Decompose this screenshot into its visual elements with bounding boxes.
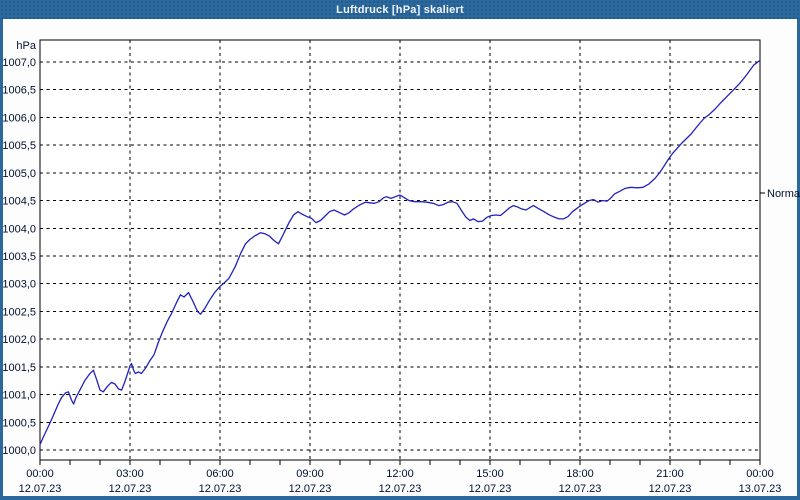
y-axis-tick-label: 1007,0	[2, 57, 36, 69]
x-axis-time-label: 06:00	[206, 468, 234, 480]
x-axis-date-label: 12.07.23	[289, 483, 332, 495]
x-axis-time-label: 00:00	[746, 468, 774, 480]
window-frame-right	[797, 19, 800, 500]
x-axis-time-label: 21:00	[656, 468, 684, 480]
x-axis-time-label: 03:00	[116, 468, 144, 480]
x-axis-date-label: 12.07.23	[559, 483, 602, 495]
y-axis-unit-label: hPa	[16, 40, 36, 52]
y-axis-tick-label: 1001,5	[2, 362, 36, 374]
plot-border	[39, 39, 761, 461]
y-axis-tick-label: 1003,0	[2, 279, 36, 291]
y-axis-tick-label: 1006,0	[2, 112, 36, 124]
x-axis-date-label: 12.07.23	[109, 483, 152, 495]
y-axis-tick-label: 1001,0	[2, 390, 36, 402]
window-frame-left	[0, 19, 3, 500]
x-axis-time-label: 15:00	[476, 468, 504, 480]
y-axis-tick-label: 1005,0	[2, 168, 36, 180]
pressure-series-line	[39, 59, 761, 446]
y-axis-tick-label: 1005,5	[2, 140, 36, 152]
x-axis-time-label: 12:00	[386, 468, 414, 480]
window-title: Luftdruck [hPa] skaliert	[336, 4, 464, 16]
y-axis-tick-label: 1004,5	[2, 196, 36, 208]
y-axis-tick-label: 1000,5	[2, 417, 36, 429]
x-axis-date-label: 12.07.23	[199, 483, 242, 495]
normal-label: Normal	[767, 188, 800, 200]
x-axis-time-label: 09:00	[296, 468, 324, 480]
x-axis-date-label: 12.07.23	[19, 483, 62, 495]
y-axis-tick-label: 1003,5	[2, 251, 36, 263]
y-axis-tick-label: 1002,0	[2, 334, 36, 346]
y-axis-tick-label: 1000,0	[2, 445, 36, 457]
window-frame-bottom	[0, 496, 800, 500]
x-axis-date-label: 12.07.23	[379, 483, 422, 495]
y-axis-tick-label: 1004,0	[2, 223, 36, 235]
x-axis-time-label: 18:00	[566, 468, 594, 480]
x-axis-date-label: 13.07.23	[739, 483, 782, 495]
y-axis-tick-label: 1002,5	[2, 306, 36, 318]
x-axis-time-label: 00:00	[26, 468, 54, 480]
y-axis-tick-label: 1006,5	[2, 85, 36, 97]
x-axis-date-label: 12.07.23	[469, 483, 512, 495]
window-titlebar: Luftdruck [hPa] skaliert	[0, 0, 800, 19]
x-axis-date-label: 12.07.23	[649, 483, 692, 495]
